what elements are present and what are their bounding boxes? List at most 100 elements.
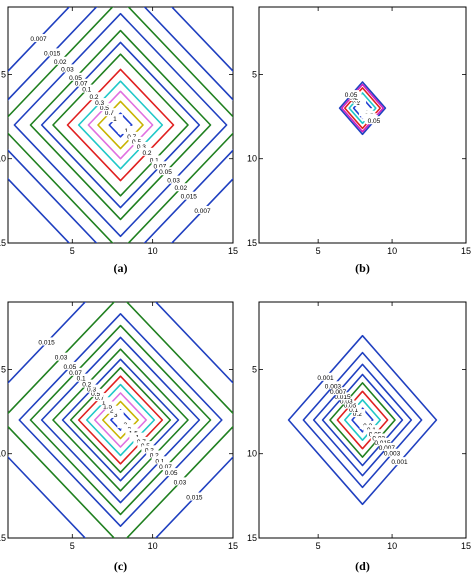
level-label-bg-c-2-1 [125, 428, 142, 437]
level-label-bg-a-9-0 [52, 56, 69, 65]
plot-frame-b [258, 6, 467, 244]
contour-line-b-2 [344, 87, 381, 130]
contours-c: 33221.51.5110.70.70.50.50.30.30.20.20.10… [8, 302, 233, 538]
level-label-a-10-0: 0.015 [44, 50, 61, 57]
x-tick-label-a-0: 5 [70, 246, 75, 256]
level-label-a-10-1: 0.015 [181, 194, 198, 201]
y-tick-label-c-2: 15 [0, 533, 6, 543]
contour-line-c-3 [86, 383, 156, 457]
level-label-bg-c-4-0 [91, 393, 108, 402]
level-label-bg-c-9-0 [67, 367, 84, 376]
x-tick-label-c-0: 5 [70, 541, 75, 551]
level-label-bg-d-0-0 [349, 409, 366, 418]
contour-line-d-1 [344, 399, 381, 441]
panel-caption-b: (b) [355, 261, 370, 275]
contour-line-a-9 [8, 7, 233, 243]
contour-line-b-4 [338, 81, 387, 136]
contour-line-c-9 [29, 324, 212, 516]
y-tick-label-a-2: 15 [0, 238, 6, 248]
level-label-bg-c-5-1 [137, 441, 154, 450]
level-label-bg-d-6-0 [324, 381, 341, 390]
level-label-c-3-0: 1 [102, 399, 106, 406]
panel-c: 33221.51.5110.70.70.50.50.30.30.20.20.10… [0, 301, 238, 573]
contour-line-a-10 [8, 7, 233, 243]
level-label-bg-a-6-0 [73, 78, 90, 87]
contour-line-a-3 [77, 80, 164, 170]
level-label-bg-c-10-0 [61, 361, 78, 370]
x-tick-label-c-1: 10 [148, 541, 158, 551]
contour-line-a-4 [66, 68, 175, 182]
contours-d: 0.20.20.10.10.050.050.030.030.0150.0150.… [287, 334, 438, 506]
level-label-c-7-1: 0.2 [150, 452, 159, 459]
contour-line-a-8 [13, 12, 228, 238]
panel-a: 110.70.70.50.50.30.30.20.20.10.10.070.07… [0, 6, 238, 275]
contour-line-a-2 [87, 90, 154, 160]
level-label-bg-a-10-1 [180, 191, 197, 200]
x-tick-label-b-2: 15 [461, 246, 471, 256]
contour-line-d-6 [302, 351, 423, 489]
panel-caption-c: (c) [114, 559, 127, 573]
contour-line-a-6 [40, 41, 201, 209]
level-label-bg-a-8-0 [59, 64, 76, 73]
level-label-a-3-0: 0.3 [95, 100, 104, 107]
level-label-c-0-0: 3 [114, 412, 118, 419]
level-label-a-1-0: 0.7 [105, 110, 114, 117]
level-label-bg-c-3-1 [129, 432, 146, 441]
level-label-bg-a-2-1 [128, 136, 145, 145]
level-label-d-7-0: 0.001 [317, 375, 334, 382]
level-label-bg-d-1-1 [363, 425, 380, 434]
contour-line-c-4 [77, 375, 164, 465]
level-label-bg-a-0-1 [118, 125, 135, 134]
level-label-a-8-1: 0.03 [167, 178, 180, 185]
contour-line-b-3 [341, 83, 384, 133]
y-tick-label-b-0: 5 [252, 69, 257, 79]
contour-line-d-3 [329, 382, 396, 458]
x-tick-label-b-0: 5 [316, 246, 321, 256]
contour-line-c-11 [8, 302, 233, 538]
y-tick-label-d-1: 10 [247, 449, 257, 459]
level-label-c-8-0: 0.1 [77, 376, 86, 383]
level-label-bg-a-5-0 [78, 84, 95, 93]
panel-d: 0.20.20.10.10.050.050.030.030.0150.0150.… [247, 301, 471, 573]
level-label-c-4-0: 0.7 [95, 395, 104, 402]
level-label-bg-c-12-1 [186, 492, 203, 501]
x-tick-label-a-2: 15 [228, 246, 238, 256]
level-label-c-11-1: 0.03 [174, 479, 187, 486]
level-label-bg-d-5-1 [378, 442, 395, 451]
level-label-bg-a-3-0 [91, 98, 108, 107]
level-label-bg-a-10-0 [44, 48, 61, 57]
level-label-bg-c-4-1 [133, 436, 150, 445]
level-label-c-11-0: 0.03 [55, 355, 68, 362]
level-label-bg-d-7-0 [317, 372, 334, 381]
level-label-bg-a-4-1 [139, 147, 156, 156]
plot-frame-d [258, 301, 467, 539]
level-label-bg-d-3-1 [370, 433, 387, 442]
level-label-a-4-0: 0.2 [89, 94, 98, 101]
level-label-bg-c-2-0 [99, 401, 116, 410]
contour-line-d-4 [321, 373, 404, 467]
level-label-c-10-1: 0.05 [165, 470, 178, 477]
level-label-bg-c-7-1 [146, 450, 163, 459]
level-label-bg-b-4-0 [343, 90, 360, 99]
contours-a: 110.70.70.50.50.30.30.20.20.10.10.070.07… [8, 7, 233, 243]
level-label-c-10-0: 0.05 [64, 364, 77, 371]
level-label-a-0-0: 1 [113, 116, 117, 123]
contour-line-c-6 [61, 358, 180, 482]
contour-line-d-5 [312, 363, 413, 477]
level-label-c-6-0: 0.3 [87, 387, 96, 394]
y-tick-label-a-0: 5 [1, 69, 6, 79]
level-label-bg-a-0-0 [106, 114, 123, 123]
level-label-d-5-1: 0.007 [379, 445, 396, 452]
level-label-c-8-1: 0.1 [155, 458, 164, 465]
level-label-bg-c-11-1 [171, 477, 188, 486]
level-label-bg-d-0-1 [359, 420, 376, 429]
level-label-bg-a-7-0 [67, 72, 84, 81]
level-label-bg-a-4-0 [85, 92, 102, 101]
level-label-bg-c-9-1 [157, 462, 174, 471]
level-label-b-1-0: 0.5 [351, 98, 360, 105]
level-label-a-5-1: 0.1 [150, 157, 159, 164]
x-tick-label-b-1: 10 [387, 246, 397, 256]
level-label-bg-c-8-0 [73, 373, 90, 382]
contour-line-d-7 [287, 334, 438, 506]
